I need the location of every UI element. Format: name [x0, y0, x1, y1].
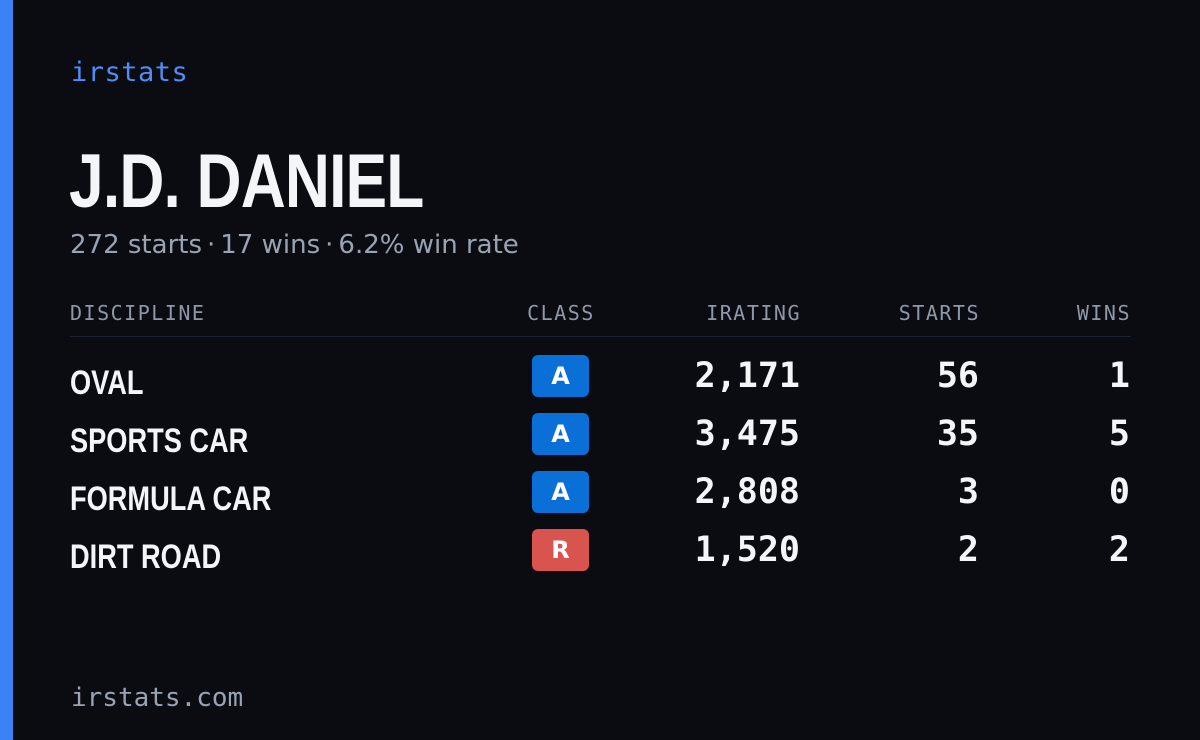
header-discipline: DISCIPLINE [70, 301, 206, 325]
irating-value: 1,520 [694, 530, 800, 570]
summary-wins: 17 wins [220, 230, 321, 260]
wins-value: 0 [1108, 472, 1130, 512]
class-badge: A [532, 355, 589, 397]
irating-value: 3,475 [694, 414, 800, 454]
summary-starts: 272 starts [70, 230, 202, 260]
table-header: DISCIPLINE CLASS IRATING STARTS WINS [70, 296, 1131, 337]
footer-site-url: irstats.com [71, 683, 244, 713]
class-badge: A [532, 471, 589, 513]
brand-logo-text: irstats [71, 57, 189, 88]
table-row: OVAL A 2,171 56 1 [70, 353, 1131, 411]
summary-win-rate: 6.2% win rate [338, 230, 519, 260]
summary-separator: · [207, 230, 216, 260]
discipline-name: SPORTS CAR [70, 422, 249, 460]
header-starts: STARTS [898, 301, 980, 325]
starts-value: 2 [957, 530, 979, 570]
stats-table: DISCIPLINE CLASS IRATING STARTS WINS OVA… [70, 296, 1131, 585]
wins-value: 2 [1108, 530, 1130, 570]
wins-value: 5 [1108, 414, 1130, 454]
table-row: SPORTS CAR A 3,475 35 5 [70, 411, 1131, 469]
starts-value: 56 [936, 356, 979, 396]
starts-value: 35 [936, 414, 979, 454]
discipline-name: DIRT ROAD [70, 538, 222, 576]
driver-name: J.D. DANIEL [69, 139, 424, 224]
table-body: OVAL A 2,171 56 1 SPORTS CAR A 3,475 35 … [70, 353, 1131, 585]
driver-summary: 272 starts · 17 wins · 6.2% win rate [70, 228, 519, 262]
wins-value: 1 [1108, 356, 1130, 396]
header-class: CLASS [527, 301, 595, 325]
header-wins: WINS [1076, 301, 1131, 325]
discipline-name: FORMULA CAR [70, 480, 272, 518]
summary-separator: · [325, 230, 334, 260]
header-irating: IRATING [706, 301, 801, 325]
discipline-name: OVAL [70, 364, 144, 402]
accent-bar [0, 0, 13, 740]
irating-value: 2,808 [694, 472, 800, 512]
table-row: DIRT ROAD R 1,520 2 2 [70, 527, 1131, 585]
class-badge: R [532, 529, 589, 571]
irating-value: 2,171 [694, 356, 800, 396]
table-row: FORMULA CAR A 2,808 3 0 [70, 469, 1131, 527]
starts-value: 3 [957, 472, 979, 512]
class-badge: A [532, 413, 589, 455]
